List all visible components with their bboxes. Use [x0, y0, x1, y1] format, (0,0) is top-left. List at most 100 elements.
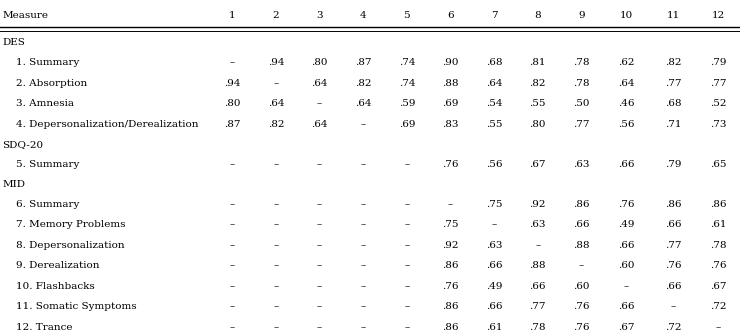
Text: 10. Flashbacks: 10. Flashbacks	[16, 282, 95, 291]
Text: –: –	[360, 282, 366, 291]
Text: .79: .79	[665, 160, 682, 169]
Text: .49: .49	[486, 282, 502, 291]
Text: .83: .83	[443, 120, 459, 129]
Text: .76: .76	[443, 160, 459, 169]
Text: .78: .78	[573, 58, 590, 67]
Text: .66: .66	[486, 302, 502, 311]
Text: 4: 4	[360, 12, 366, 21]
Text: .78: .78	[710, 241, 727, 250]
Text: –: –	[229, 160, 235, 169]
Text: .92: .92	[443, 241, 459, 250]
Text: 1: 1	[229, 12, 236, 21]
Text: 7. Memory Problems: 7. Memory Problems	[16, 220, 126, 229]
Text: .77: .77	[529, 302, 546, 311]
Text: .61: .61	[710, 220, 727, 229]
Text: –: –	[670, 302, 676, 311]
Text: .88: .88	[443, 79, 459, 88]
Text: .86: .86	[573, 200, 590, 209]
Text: .82: .82	[665, 58, 682, 67]
Text: –: –	[273, 160, 279, 169]
Text: 11. Somatic Symptoms: 11. Somatic Symptoms	[16, 302, 137, 311]
Text: .66: .66	[486, 261, 502, 270]
Text: 2: 2	[272, 12, 279, 21]
Text: –: –	[404, 302, 409, 311]
Text: .78: .78	[529, 323, 546, 331]
Text: .76: .76	[618, 200, 635, 209]
Text: .77: .77	[710, 79, 727, 88]
Text: .52: .52	[710, 99, 727, 108]
Text: .74: .74	[399, 79, 415, 88]
Text: .68: .68	[665, 99, 682, 108]
Text: 9: 9	[578, 12, 585, 21]
Text: –: –	[360, 241, 366, 250]
Text: –: –	[360, 200, 366, 209]
Text: –: –	[404, 282, 409, 291]
Text: .55: .55	[529, 99, 546, 108]
Text: –: –	[360, 302, 366, 311]
Text: .66: .66	[665, 220, 682, 229]
Text: –: –	[317, 160, 322, 169]
Text: .64: .64	[312, 79, 328, 88]
Text: –: –	[404, 261, 409, 270]
Text: SDQ-20: SDQ-20	[2, 140, 44, 149]
Text: –: –	[491, 220, 497, 229]
Text: –: –	[229, 302, 235, 311]
Text: .63: .63	[529, 220, 546, 229]
Text: .94: .94	[224, 79, 240, 88]
Text: .74: .74	[399, 58, 415, 67]
Text: –: –	[229, 241, 235, 250]
Text: .87: .87	[224, 120, 240, 129]
Text: –: –	[360, 323, 366, 331]
Text: .86: .86	[710, 200, 727, 209]
Text: .64: .64	[486, 79, 502, 88]
Text: .72: .72	[710, 302, 727, 311]
Text: .69: .69	[399, 120, 415, 129]
Text: 4. Depersonalization/Derealization: 4. Depersonalization/Derealization	[16, 120, 199, 129]
Text: .75: .75	[443, 220, 459, 229]
Text: Measure: Measure	[3, 12, 49, 21]
Text: .62: .62	[618, 58, 635, 67]
Text: .60: .60	[573, 282, 590, 291]
Text: 5: 5	[403, 12, 410, 21]
Text: –: –	[317, 282, 322, 291]
Text: –: –	[229, 323, 235, 331]
Text: .76: .76	[573, 323, 590, 331]
Text: .77: .77	[665, 241, 682, 250]
Text: –: –	[716, 323, 721, 331]
Text: .64: .64	[268, 99, 284, 108]
Text: –: –	[229, 261, 235, 270]
Text: –: –	[317, 99, 322, 108]
Text: .66: .66	[665, 282, 682, 291]
Text: –: –	[273, 241, 279, 250]
Text: 3: 3	[316, 12, 323, 21]
Text: –: –	[229, 220, 235, 229]
Text: –: –	[273, 79, 279, 88]
Text: .67: .67	[529, 160, 546, 169]
Text: –: –	[360, 160, 366, 169]
Text: –: –	[624, 282, 629, 291]
Text: –: –	[404, 323, 409, 331]
Text: 3. Amnesia: 3. Amnesia	[16, 99, 74, 108]
Text: .56: .56	[486, 160, 502, 169]
Text: .59: .59	[399, 99, 415, 108]
Text: –: –	[229, 58, 235, 67]
Text: .63: .63	[486, 241, 502, 250]
Text: –: –	[317, 241, 322, 250]
Text: .76: .76	[573, 302, 590, 311]
Text: .90: .90	[443, 58, 459, 67]
Text: .94: .94	[268, 58, 284, 67]
Text: .80: .80	[529, 120, 546, 129]
Text: .46: .46	[618, 99, 635, 108]
Text: .54: .54	[486, 99, 502, 108]
Text: .76: .76	[710, 261, 727, 270]
Text: –: –	[404, 160, 409, 169]
Text: .64: .64	[355, 99, 371, 108]
Text: –: –	[404, 220, 409, 229]
Text: –: –	[229, 282, 235, 291]
Text: –: –	[273, 323, 279, 331]
Text: 5. Summary: 5. Summary	[16, 160, 80, 169]
Text: .66: .66	[573, 220, 590, 229]
Text: 7: 7	[491, 12, 497, 21]
Text: .72: .72	[665, 323, 682, 331]
Text: .82: .82	[268, 120, 284, 129]
